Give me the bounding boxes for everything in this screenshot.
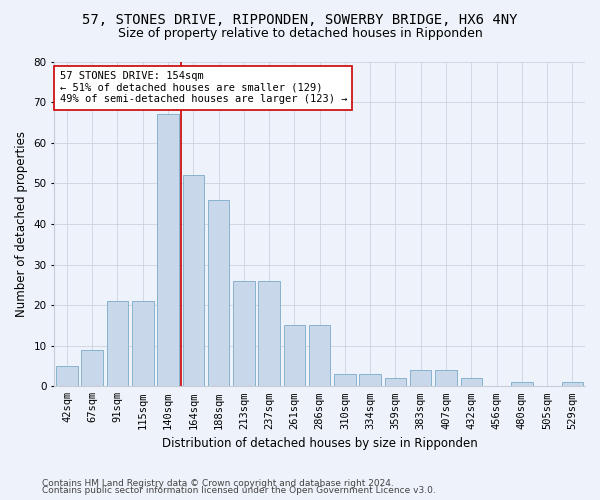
Text: 57, STONES DRIVE, RIPPONDEN, SOWERBY BRIDGE, HX6 4NY: 57, STONES DRIVE, RIPPONDEN, SOWERBY BRI…: [82, 12, 518, 26]
Bar: [56, 366, 77, 386]
Bar: [132, 301, 154, 386]
Text: Contains public sector information licensed under the Open Government Licence v3: Contains public sector information licen…: [42, 486, 436, 495]
Bar: [309, 326, 331, 386]
Bar: [259, 280, 280, 386]
X-axis label: Distribution of detached houses by size in Ripponden: Distribution of detached houses by size …: [162, 437, 478, 450]
Text: Contains HM Land Registry data © Crown copyright and database right 2024.: Contains HM Land Registry data © Crown c…: [42, 478, 394, 488]
Text: Size of property relative to detached houses in Ripponden: Size of property relative to detached ho…: [118, 28, 482, 40]
Bar: [435, 370, 457, 386]
Bar: [82, 350, 103, 387]
Bar: [182, 175, 204, 386]
Bar: [511, 382, 533, 386]
Bar: [385, 378, 406, 386]
Bar: [233, 280, 254, 386]
Bar: [157, 114, 179, 386]
Bar: [334, 374, 356, 386]
Bar: [107, 301, 128, 386]
Bar: [284, 326, 305, 386]
Bar: [562, 382, 583, 386]
Bar: [359, 374, 381, 386]
Text: 57 STONES DRIVE: 154sqm
← 51% of detached houses are smaller (129)
49% of semi-d: 57 STONES DRIVE: 154sqm ← 51% of detache…: [59, 71, 347, 104]
Bar: [208, 200, 229, 386]
Y-axis label: Number of detached properties: Number of detached properties: [15, 131, 28, 317]
Bar: [461, 378, 482, 386]
Bar: [410, 370, 431, 386]
